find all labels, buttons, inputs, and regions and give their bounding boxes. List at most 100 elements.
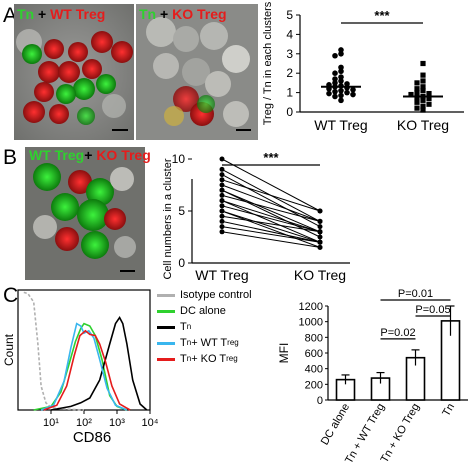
label-part: WT Treg (50, 6, 106, 22)
data-point (420, 107, 426, 113)
legend-label: T (180, 337, 187, 349)
micrograph-a-left (14, 4, 134, 140)
data-point (338, 87, 344, 94)
data-point (219, 229, 225, 235)
significance-label: *** (263, 150, 279, 165)
y-axis-label: Cell numbers in a cluster (162, 158, 174, 279)
histogram-curve (23, 291, 85, 411)
micrograph-b-label: WT Treg+ KO Treg (29, 147, 151, 163)
data-point (338, 51, 344, 57)
data-point (219, 208, 225, 214)
y-tick-label: 5 (286, 8, 293, 22)
data-point (344, 81, 350, 87)
data-point (420, 84, 426, 90)
data-point (332, 52, 338, 59)
legend-label: T (180, 353, 187, 365)
pair-line (221, 194, 321, 222)
pair-line (221, 226, 321, 243)
data-point (338, 92, 344, 99)
x-tick-label: WT Treg (314, 117, 367, 133)
data-point (414, 80, 420, 86)
data-point (219, 192, 225, 198)
data-point (317, 234, 323, 240)
pair-line (221, 210, 321, 248)
histogram-curve (33, 322, 128, 411)
data-point (420, 97, 426, 103)
legend-entry: DC alone (157, 303, 252, 319)
x-tick-label: Tn + KO Treg (379, 402, 423, 465)
data-point (426, 90, 432, 97)
legend-label: + WT T (191, 337, 228, 349)
pair-line (221, 184, 321, 222)
data-point (219, 156, 225, 162)
label-part: Tn (17, 6, 35, 22)
data-point (338, 47, 344, 53)
x-tick-label: DC alone (319, 402, 352, 448)
data-point (420, 78, 426, 84)
data-point (420, 60, 426, 67)
data-point (332, 93, 338, 100)
data-point (414, 105, 420, 111)
data-point (326, 90, 332, 97)
data-point (420, 103, 426, 109)
y-tick-label: 2 (286, 66, 293, 80)
legend-subscript: n (186, 322, 192, 331)
data-point (338, 68, 344, 75)
pair-line (221, 174, 321, 228)
legend-subscript: n (186, 354, 192, 363)
pair-line (221, 200, 321, 233)
x-tick-label: KO Treg (294, 267, 346, 283)
x-tick-label: 10⁴ (142, 417, 159, 429)
chart-c-histogram: 10¹ 10² 10³ 10⁴ CD86 Count (2, 289, 159, 446)
label-part: Tn (139, 6, 157, 22)
data-point (219, 166, 225, 172)
legend-subscript: reg (227, 338, 239, 347)
x-tick-label: Tn (440, 402, 457, 419)
x-tick-label: KO Treg (397, 117, 449, 133)
label-part: + (84, 147, 97, 163)
pair-line (221, 189, 321, 233)
pair-line (221, 215, 321, 233)
y-tick-label: 5 (178, 204, 185, 218)
data-point (414, 90, 420, 96)
data-point (426, 95, 432, 102)
data-point (332, 80, 338, 86)
data-point (219, 224, 225, 230)
label-part: WT Treg (29, 147, 85, 163)
data-point (219, 218, 225, 224)
significance-label: *** (374, 8, 390, 23)
y-axis-label: Treg / Tn in each clusters (262, 1, 274, 125)
micrograph-a-right-label: Tn + KO Treg (139, 6, 227, 22)
label-part: + (156, 6, 173, 22)
data-point (338, 78, 344, 84)
legend-subscript: n (186, 338, 192, 347)
y-tick-label: 4 (286, 27, 293, 41)
pair-line (221, 210, 321, 243)
data-point (219, 177, 225, 183)
x-tick-label: 10¹ (43, 417, 59, 429)
y-axis-label: Count (2, 333, 16, 366)
micrograph-a-left-label: Tn + WT Treg (17, 6, 105, 22)
data-point (426, 101, 432, 107)
panel-letter-b: B (3, 146, 18, 169)
y-axis-label: MFI (278, 343, 291, 364)
data-point (317, 224, 323, 230)
legend-swatch (157, 341, 175, 345)
chart-a-scatter: 0 1 2 3 4 5 WT Treg KO Treg Treg / Tn in each cl… (262, 1, 464, 133)
data-point (219, 182, 225, 188)
y-tick-label: 200 (305, 379, 323, 391)
data-point (344, 89, 350, 96)
legend-label: T (180, 321, 187, 333)
data-point (332, 76, 338, 82)
x-tick-label: WT Treg (195, 267, 248, 283)
pair-line (221, 158, 321, 212)
y-tick-label: 1200 (299, 301, 323, 313)
legend-swatch (157, 325, 175, 329)
panel-letter-c: C (3, 284, 19, 307)
y-tick-label: 400 (305, 364, 323, 376)
micrograph-a-right (136, 4, 258, 140)
